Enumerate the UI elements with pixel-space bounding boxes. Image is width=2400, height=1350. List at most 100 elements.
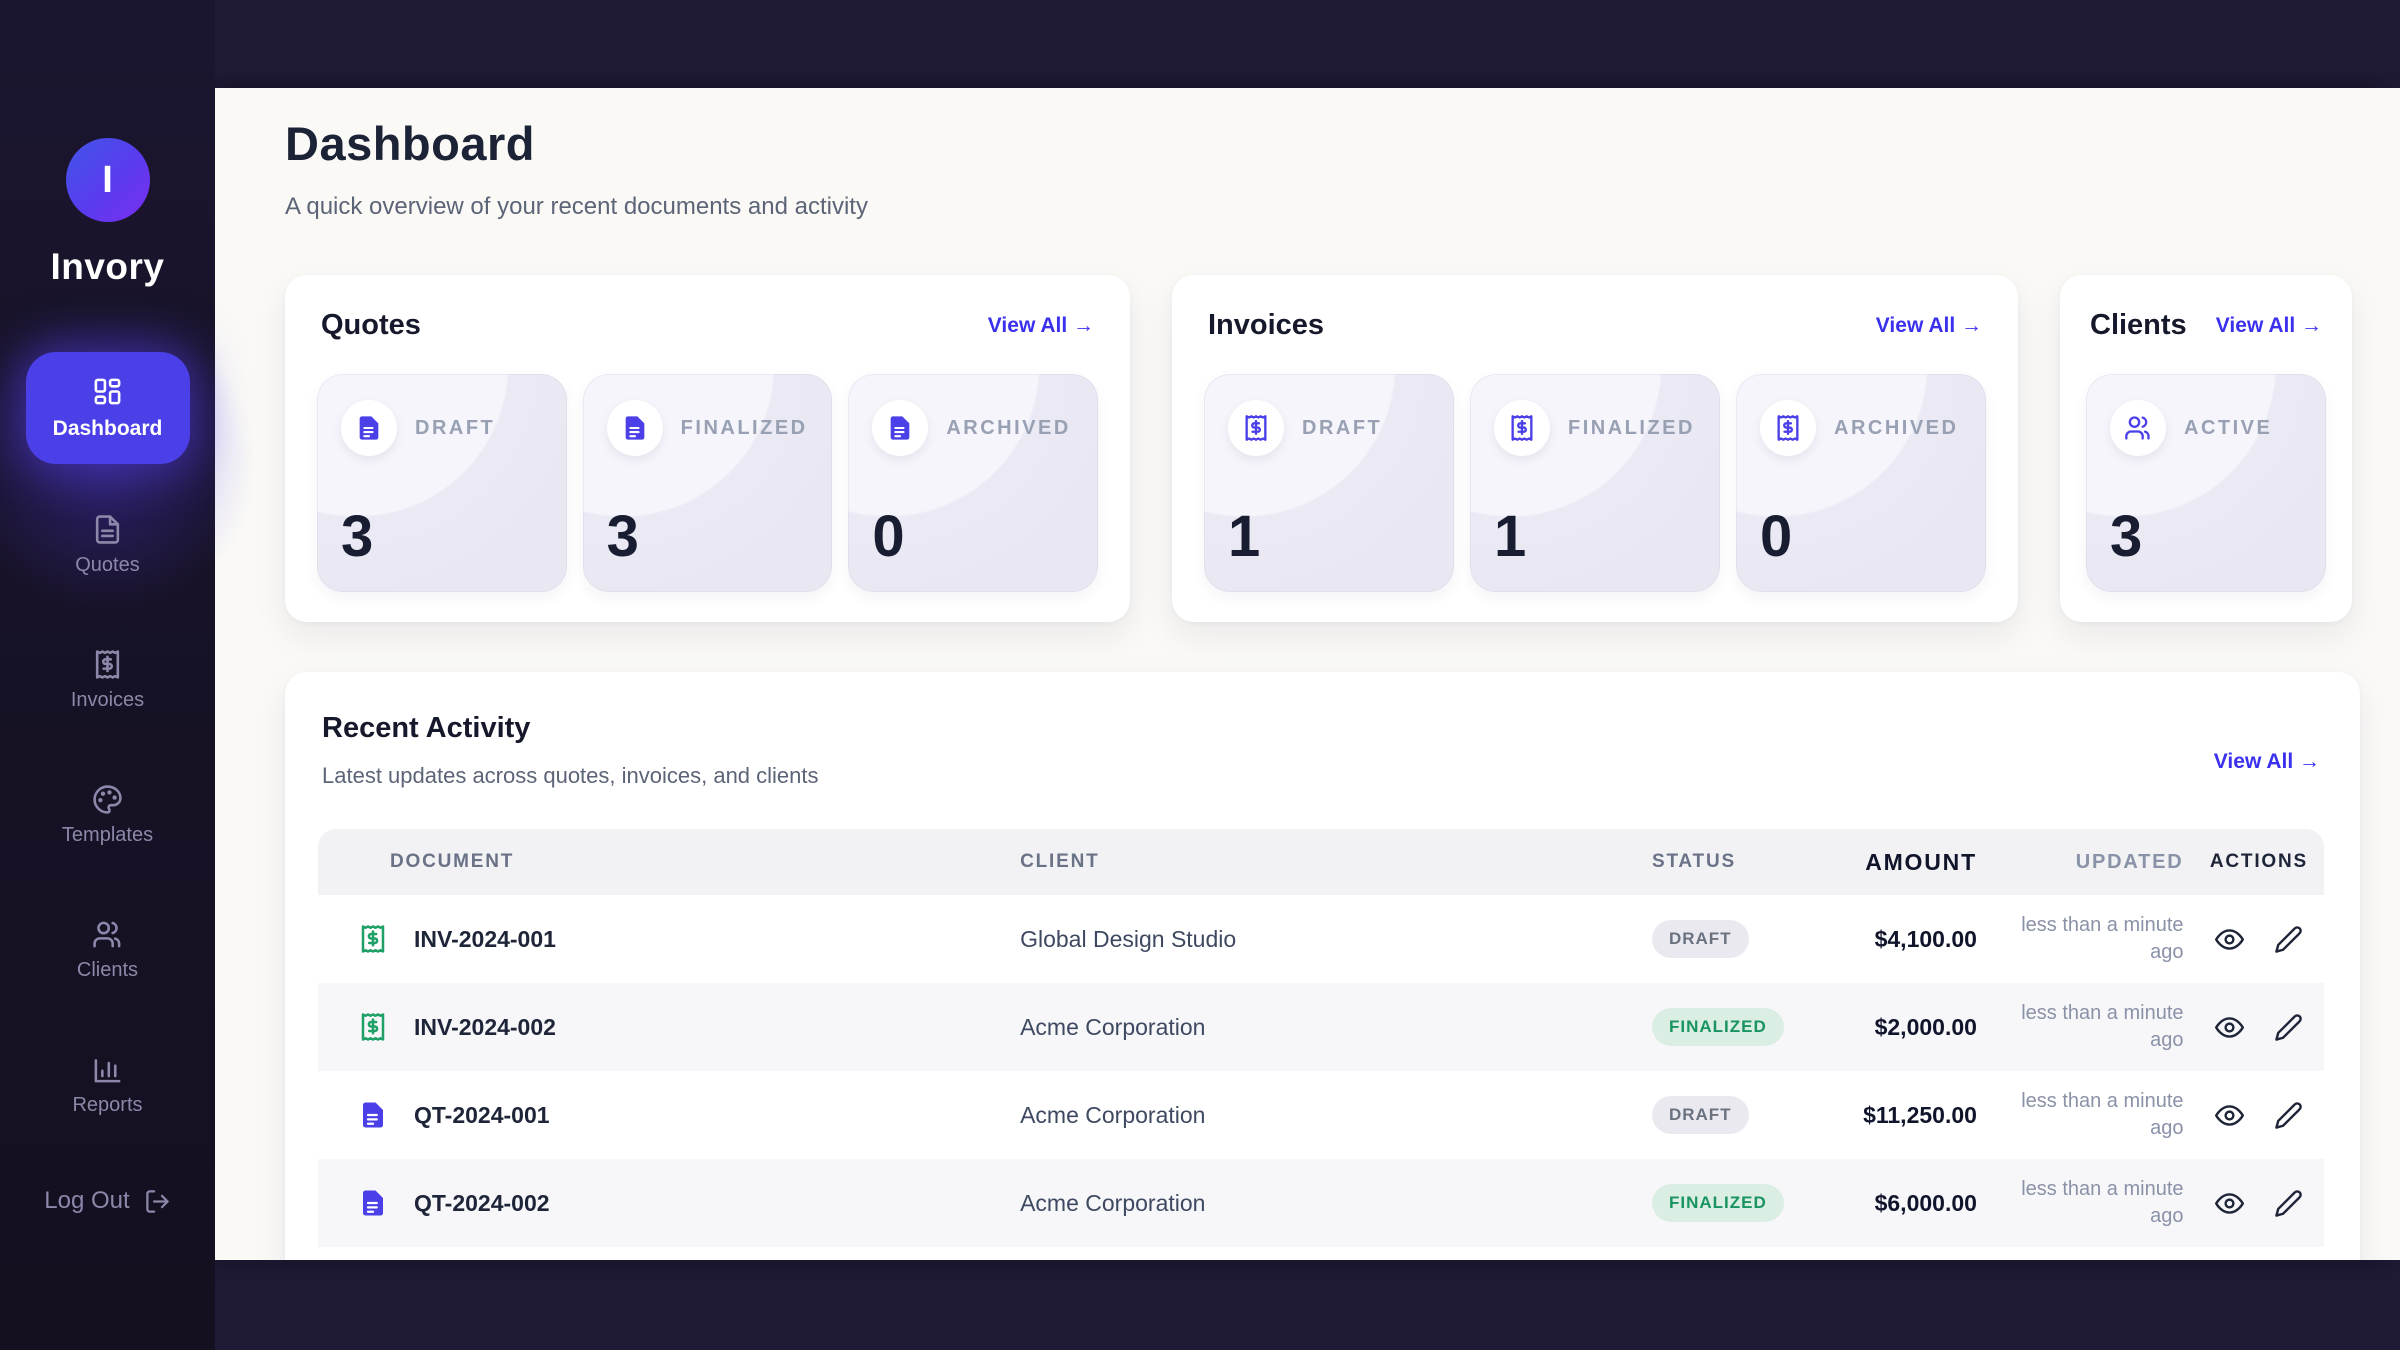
invoices-draft-stat: DRAFT 1 [1204,374,1454,592]
stat-value: 0 [872,504,905,569]
sidebar: I Invory Dashboard Quotes Invoices Templ… [0,0,270,1350]
stat-value: 3 [606,504,639,569]
view-button[interactable] [2214,1100,2245,1131]
sidebar-item-clients[interactable]: Clients [77,919,138,982]
edit-button[interactable] [2273,1100,2304,1131]
quotes-card-title: Quotes [321,309,421,341]
column-header-updated: UPDATED [2075,850,2184,873]
sidebar-item-label: Invoices [70,689,145,711]
pencil-icon [2275,1013,2302,1041]
edit-button[interactable] [2273,1012,2304,1043]
client-name: Acme Corporation [1020,1101,1206,1128]
app-name: Invory [50,246,165,287]
sidebar-item-quotes[interactable]: Quotes [75,514,140,577]
recent-activity-view-all-link[interactable]: View All → [2213,750,2320,773]
document-id: QT-2024-002 [414,1189,550,1216]
table-row[interactable]: QT-2024-003 TechStart Inc. FINALIZED $70… [318,1247,2324,1260]
pencil-icon [2275,925,2302,953]
invoices-card-title: Invoices [1208,309,1325,341]
stat-label: DRAFT [1302,416,1383,439]
eye-icon [2215,1192,2244,1214]
view-button[interactable] [2214,1012,2245,1043]
updated-time: less than a minute ago [2021,1002,2184,1051]
updated-time: less than a minute ago [2021,914,2184,963]
recent-activity-title: Recent Activity [322,712,531,744]
document-icon [95,515,120,544]
document-icon [361,1101,385,1129]
client-name: Acme Corporation [1020,1013,1206,1040]
sidebar-item-label: Templates [61,824,154,846]
stat-label: FINALIZED [1568,416,1695,439]
main-content: Dashboard A quick overview of your recen… [215,88,2400,1260]
sidebar-item-label: Clients [76,959,139,981]
quotes-draft-stat: DRAFT 3 [317,374,567,592]
eye-icon [2215,928,2244,950]
status-badge: FINALIZED [1651,1184,1784,1222]
document-id: QT-2024-001 [414,1101,550,1128]
table-row[interactable]: QT-2024-001 Acme Corporation DRAFT $11,2… [318,1071,2324,1159]
receipt-icon [95,650,120,679]
logout-icon [145,1189,169,1213]
palette-icon [93,785,122,814]
clients-active-stat: ACTIVE 3 [2086,374,2326,592]
recent-activity-subtitle: Latest updates across quotes, invoices, … [322,763,819,788]
table-row[interactable]: QT-2024-002 Acme Corporation FINALIZED $… [318,1159,2324,1247]
eye-icon [2215,1104,2244,1126]
receipt-icon [1494,400,1550,456]
stat-label: ACTIVE [2184,416,2273,439]
amount: $6,000.00 [1874,1189,1977,1216]
document-icon [361,1189,385,1217]
invoices-archived-stat: ARCHIVED 0 [1736,374,1986,592]
document-icon [341,400,397,456]
pencil-icon [2275,1189,2302,1217]
view-button[interactable] [2214,924,2245,955]
sidebar-item-invoices[interactable]: Invoices [71,649,144,712]
document-icon [606,400,663,456]
stat-value: 3 [341,504,374,569]
stat-label: ARCHIVED [1834,416,1959,439]
clients-card: Clients View All → ACTIVE 3 [2060,275,2352,622]
quotes-archived-stat: ARCHIVED 0 [848,374,1099,592]
amount: $4,100.00 [1874,925,1977,952]
view-button[interactable] [2214,1188,2245,1219]
app-logo: I [65,138,150,222]
column-header-amount: AMOUNT [1865,848,1977,875]
receipt-icon [1760,400,1816,456]
column-header-document: DOCUMENT [390,851,515,872]
client-name: Acme Corporation [1020,1189,1206,1216]
table-row[interactable]: INV-2024-001 Global Design Studio DRAFT … [318,895,2324,983]
amount: $11,250.00 [1863,1101,1977,1128]
pencil-icon [2275,1101,2302,1129]
receipt-icon [361,925,385,953]
page-subtitle: A quick overview of your recent document… [285,193,868,220]
logout-label: Log Out [44,1187,130,1214]
document-icon [872,400,929,456]
document-id: INV-2024-002 [414,1013,556,1040]
stat-label: ARCHIVED [946,416,1071,439]
quotes-view-all-link[interactable]: View All → [987,313,1094,337]
table-header: DOCUMENT CLIENT STATUS AMOUNT UPDATED AC… [318,829,2324,895]
sidebar-item-reports[interactable]: Reports [72,1054,143,1117]
column-header-actions: ACTIONS [2209,851,2308,872]
invoices-card: Invoices View All → DRAFT 1 FI [1172,275,2018,622]
column-header-client: CLIENT [1020,851,1100,872]
summary-cards-row: Quotes View All → DRAFT 3 FINA [285,275,2352,622]
people-icon [93,921,121,948]
bar-chart-icon [94,1059,121,1083]
receipt-icon [1228,400,1284,456]
column-header-status: STATUS [1651,851,1736,872]
logout-button[interactable]: Log Out [44,1187,170,1215]
clients-view-all-link[interactable]: View All → [2215,313,2322,337]
table-row[interactable]: INV-2024-002 Acme Corporation FINALIZED … [318,983,2324,1071]
people-icon [2110,400,2166,456]
stat-value: 1 [1228,504,1261,569]
sidebar-item-templates[interactable]: Templates [62,784,153,847]
edit-button[interactable] [2273,924,2304,955]
stat-value: 0 [1760,504,1793,569]
updated-time: less than a minute ago [2021,1178,2184,1227]
edit-button[interactable] [2273,1188,2304,1219]
document-id: INV-2024-001 [414,925,556,952]
sidebar-item-dashboard[interactable]: Dashboard [25,352,190,464]
invoices-view-all-link[interactable]: View All → [1875,313,1982,337]
